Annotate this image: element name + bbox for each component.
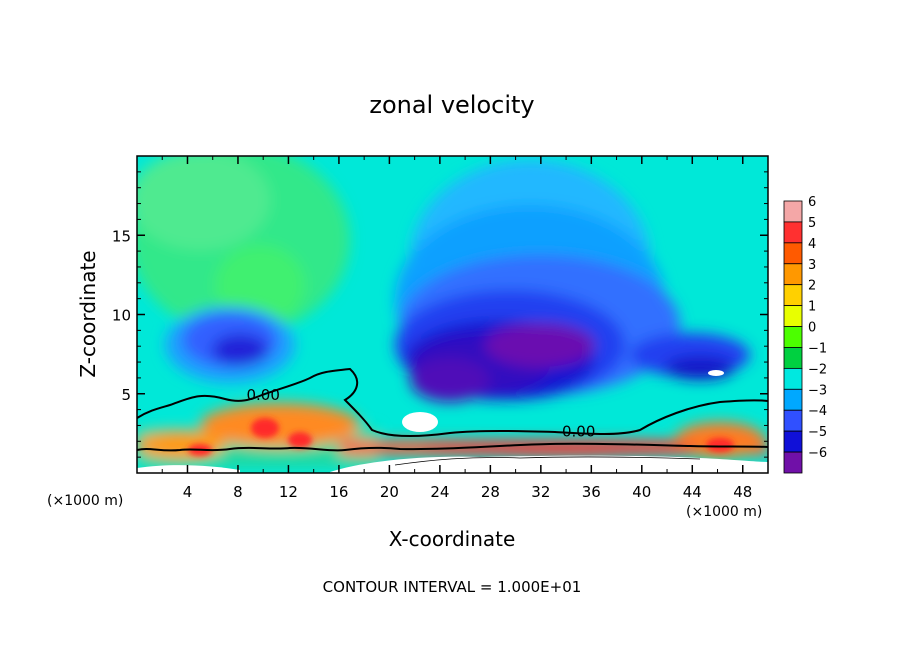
colorbar-label: 0 xyxy=(808,321,816,336)
chart-title: zonal velocity xyxy=(369,91,534,119)
colorbar-label: 2 xyxy=(808,279,816,294)
colorbar-label: −2 xyxy=(808,362,827,377)
colorbar-swatch xyxy=(783,409,803,432)
y-tick-label: 10 xyxy=(112,307,131,325)
colorbar-swatch xyxy=(783,326,803,348)
x-tick-label: 32 xyxy=(531,483,550,501)
x-tick-label: 12 xyxy=(279,483,298,501)
x-tick-label: 44 xyxy=(683,483,702,501)
colorbar-swatch xyxy=(783,200,803,223)
x-axis-ticks: 4 8 12 16 20 24 28 32 36 40 44 48 xyxy=(161,156,752,501)
colorbar-label: 3 xyxy=(808,258,816,273)
contour-label: 0.00 xyxy=(246,386,279,404)
colorbar-swatch xyxy=(783,242,803,265)
x-tick-label: 40 xyxy=(632,483,651,501)
colorbar-swatch xyxy=(783,430,803,453)
colorbar-label: 4 xyxy=(808,237,816,252)
x-tick-label: 8 xyxy=(233,483,243,501)
colorbar-swatch xyxy=(783,221,803,244)
y-tick-label: 15 xyxy=(112,227,131,245)
colorbar-label: −6 xyxy=(808,446,827,461)
colorbar-swatch xyxy=(783,388,803,411)
x-tick-label: 4 xyxy=(183,483,193,501)
colorbar-swatch xyxy=(783,263,803,286)
x-tick-label: 20 xyxy=(380,483,399,501)
x-axis-label: X-coordinate xyxy=(389,527,516,551)
colorbar-label: −4 xyxy=(808,404,827,419)
colorbar-label: −1 xyxy=(808,341,827,356)
y-axis-label: Z-coordinate xyxy=(76,250,100,377)
colorbar: 6 5 4 3 2 1 0 −1 −2 −3 −4 −5 −6 xyxy=(783,195,827,474)
colorbar-swatch xyxy=(783,347,803,369)
x-unit-label-left: (×1000 m) xyxy=(47,493,123,509)
y-axis-ticks: 5 10 15 xyxy=(112,171,768,458)
x-tick-label: 24 xyxy=(430,483,449,501)
contour-label: 0.00 xyxy=(562,423,595,441)
y-tick-label: 5 xyxy=(121,386,131,404)
colorbar-label: 1 xyxy=(808,300,816,315)
colorbar-label: −5 xyxy=(808,425,827,440)
x-tick-label: 36 xyxy=(582,483,601,501)
contour-interval-note: CONTOUR INTERVAL = 1.000E+01 xyxy=(323,578,582,596)
colorbar-swatch xyxy=(783,367,803,390)
x-tick-label: 48 xyxy=(733,483,752,501)
colorbar-label: −3 xyxy=(808,383,827,398)
x-unit-label-right: (×1000 m) xyxy=(686,504,762,520)
heatmap-field xyxy=(137,156,768,473)
colorbar-swatch xyxy=(783,451,803,474)
colorbar-label: 5 xyxy=(808,216,816,231)
colorbar-swatch xyxy=(783,284,803,307)
contour-labels: 0.00 0.00 xyxy=(246,386,595,440)
colorbar-swatch xyxy=(783,305,803,327)
zero-contour-line xyxy=(137,442,768,452)
colorbar-label: 6 xyxy=(808,195,816,210)
x-tick-label: 28 xyxy=(481,483,500,501)
x-tick-label: 16 xyxy=(329,483,348,501)
zero-contour-line xyxy=(137,367,768,438)
